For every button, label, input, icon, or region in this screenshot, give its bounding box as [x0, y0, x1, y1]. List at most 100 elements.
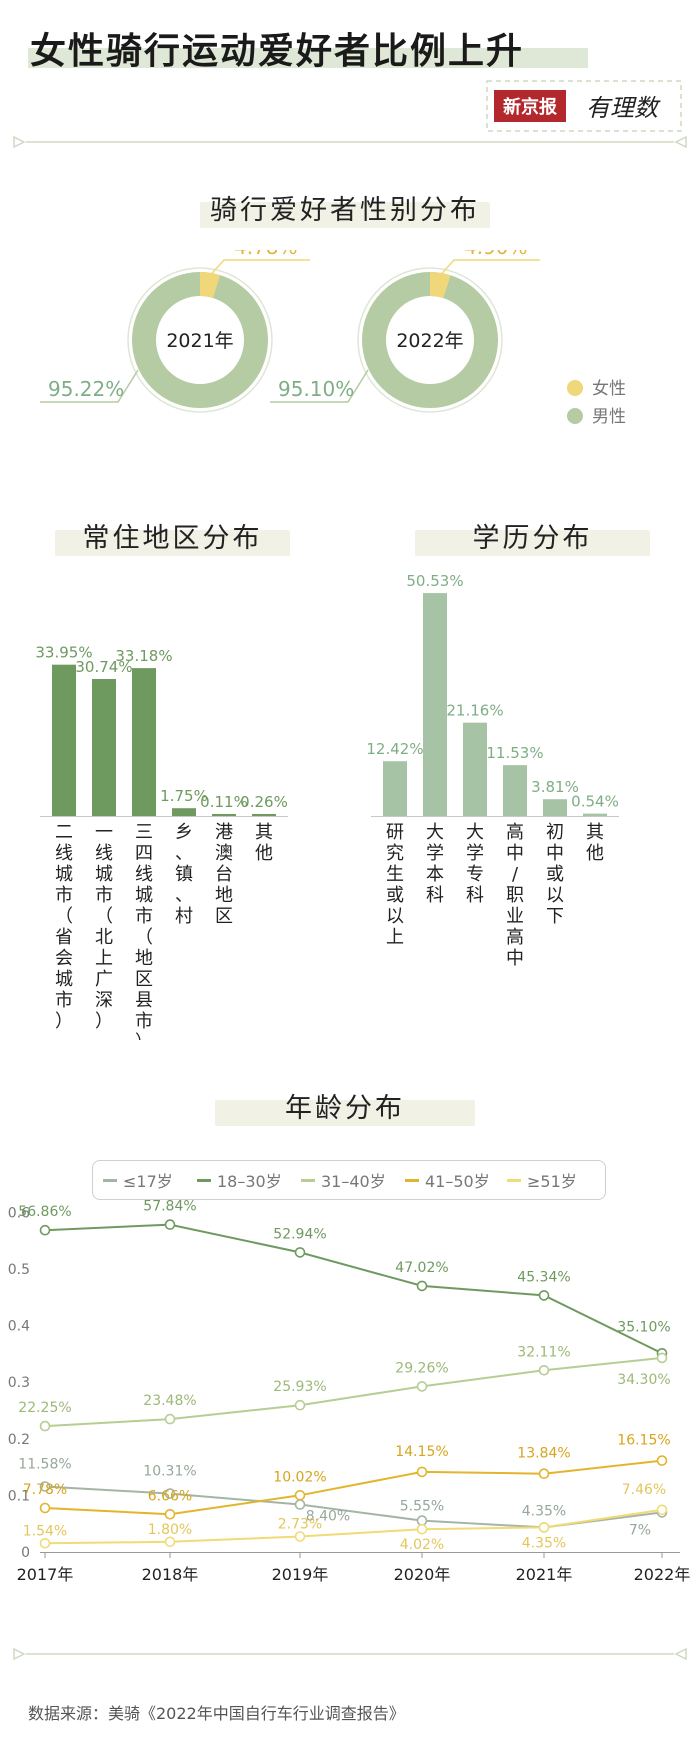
bar [583, 813, 607, 816]
y-tick-label: 0.5 [8, 1262, 30, 1278]
data-point [538, 1522, 550, 1533]
data-label: 5.55% [400, 1499, 444, 1515]
data-point [294, 1489, 306, 1501]
data-label: 13.84% [517, 1446, 570, 1462]
legend-dot [567, 380, 583, 396]
data-point [538, 1365, 550, 1376]
data-label: 7.46% [622, 1482, 666, 1498]
y-tick-label: 0.2 [8, 1432, 30, 1448]
legend-item-41-50: 41–50岁 [405, 1161, 490, 1199]
data-point [656, 1504, 668, 1516]
data-point [39, 1481, 51, 1492]
data-point [294, 1399, 306, 1411]
bar-value-label: 11.53% [486, 744, 543, 762]
female-callout-line [435, 259, 540, 281]
bar [52, 664, 76, 816]
data-point [39, 1420, 51, 1432]
data-label: 4.35% [522, 1535, 566, 1551]
bar-value-label: 33.95% [35, 644, 92, 662]
age-section-title: 年龄分布 [285, 1093, 405, 1124]
age-line-chart: 0 0.1 0.2 0.3 0.4 0.5 0.6 2017年 2018年 2019年 2020年 2… [8, 1200, 691, 1584]
bar-category-label: 一线城市（北上广深） [95, 822, 113, 1032]
data-label: 57.84% [143, 1200, 196, 1215]
data-label: 2.73% [278, 1517, 322, 1533]
legend-item-18-30: 18–30岁 [197, 1161, 282, 1199]
bar-value-label: 0.26% [240, 793, 288, 811]
female-pct-label: 4.90% [464, 250, 528, 259]
female-callout-line [205, 259, 310, 281]
data-point [656, 1352, 668, 1364]
data-label: 22.25% [18, 1400, 71, 1416]
data-label: 10.31% [143, 1464, 196, 1480]
data-label: 25.93% [273, 1379, 326, 1395]
region-section-title: 常住地区分布 [82, 523, 263, 554]
region-bar-chart: 33.95% 二线城市（省会城市） 30.74% 一线城市（北上广深） 33.18% 三四… [35, 644, 288, 1040]
data-label: 34.30% [617, 1372, 670, 1388]
donut-year-label: 2022年 [396, 330, 463, 352]
bar [383, 761, 407, 816]
data-label: 23.48% [143, 1393, 196, 1409]
series-line [44, 1223, 663, 1355]
bar [92, 678, 116, 816]
data-point [416, 1466, 428, 1478]
bar-category-label: 大学专科 [466, 822, 484, 906]
y-tick-label: 0.4 [8, 1319, 30, 1335]
data-point [294, 1531, 306, 1542]
data-label: 10.02% [273, 1469, 326, 1485]
male-callout-line [40, 369, 139, 403]
series-line [44, 1356, 663, 1428]
x-tick-label: 2019年 [272, 1565, 329, 1584]
series-line [44, 1485, 663, 1529]
legend-dot [567, 408, 583, 424]
bar-value-label: 0.54% [571, 793, 619, 811]
divider-top [13, 136, 687, 148]
age-title-highlight [215, 1100, 475, 1126]
data-label: 35.10% [617, 1319, 670, 1335]
data-point [164, 1488, 176, 1499]
data-label: 7.78% [23, 1482, 67, 1498]
y-tick-label: 0 [21, 1545, 30, 1561]
bar-category-label: 乡、镇、村 [175, 822, 193, 927]
bar-category-label: 其他 [586, 822, 604, 864]
legend-item-over51: ≥51岁 [507, 1161, 577, 1199]
data-point [164, 1413, 176, 1425]
data-point [164, 1219, 176, 1230]
bar-category-label: 三四线城市（地区县市） [135, 822, 153, 1040]
title-highlight [28, 48, 588, 68]
data-label: 47.02% [395, 1260, 448, 1276]
data-label: 32.11% [517, 1344, 570, 1360]
series-line [44, 1459, 663, 1516]
bar-value-label: 1.75% [160, 787, 208, 805]
y-tick-label: 0.6 [8, 1205, 30, 1221]
data-label: 16.15% [617, 1433, 670, 1449]
data-label: 45.34% [517, 1269, 570, 1285]
data-label: 14.15% [395, 1444, 448, 1460]
x-tick-label: 2017年 [17, 1565, 74, 1584]
bar [132, 668, 156, 816]
male-pct-label: 95.10% [278, 377, 354, 401]
bar [212, 814, 236, 816]
logo-column: 有理数 [586, 94, 661, 122]
region-title-highlight [55, 530, 290, 556]
bar-value-label: 30.74% [75, 658, 132, 676]
x-tick-label: 2021年 [516, 1565, 573, 1584]
data-label: 1.54% [23, 1523, 67, 1539]
bar [423, 593, 447, 816]
bar [543, 799, 567, 816]
data-point [416, 1381, 428, 1392]
data-point [39, 1224, 51, 1236]
newspaper-logo: 新京报 有理数 [486, 80, 682, 132]
data-label: 7% [629, 1522, 651, 1538]
donut-outline [357, 267, 503, 413]
legend-item-under17: ≤17岁 [103, 1161, 173, 1199]
bar-value-label: 33.18% [115, 647, 172, 665]
bar-value-label: 21.16% [446, 702, 503, 720]
bar [503, 765, 527, 816]
gender-section-title: 骑行爱好者性别分布 [210, 195, 480, 226]
y-tick-label: 0.1 [8, 1488, 30, 1504]
data-point [416, 1515, 428, 1526]
data-label: 56.86% [18, 1204, 71, 1220]
data-point [164, 1508, 176, 1520]
x-tick-label: 2020年 [394, 1565, 451, 1584]
